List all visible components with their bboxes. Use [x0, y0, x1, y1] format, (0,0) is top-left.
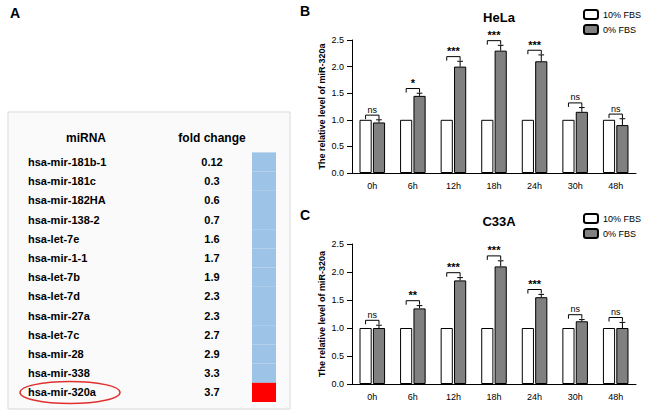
svg-text:B: B	[300, 3, 310, 19]
svg-text:0% FBS: 0% FBS	[603, 229, 636, 239]
svg-text:2.3: 2.3	[204, 290, 219, 302]
svg-text:hsa-mir-1-1: hsa-mir-1-1	[28, 252, 87, 264]
svg-text:ns: ns	[570, 304, 580, 314]
svg-text:hsa-mir-181c: hsa-mir-181c	[28, 175, 96, 187]
svg-text:3.7: 3.7	[204, 386, 219, 398]
svg-text:hsa-mir-338: hsa-mir-338	[28, 367, 90, 379]
svg-text:hsa-mir-138-2: hsa-mir-138-2	[28, 214, 100, 226]
svg-text:fold change: fold change	[178, 131, 246, 145]
svg-text:ns: ns	[368, 105, 378, 115]
svg-text:2.9: 2.9	[204, 348, 219, 360]
svg-text:10% FBS: 10% FBS	[603, 214, 641, 224]
svg-text:2.7: 2.7	[204, 329, 219, 341]
svg-text:hsa-mir-320a: hsa-mir-320a	[28, 386, 97, 398]
svg-text:***: ***	[488, 29, 502, 41]
svg-text:30h: 30h	[568, 181, 583, 191]
svg-text:***: ***	[447, 261, 461, 273]
svg-text:18h: 18h	[486, 181, 501, 191]
svg-text:0.0: 0.0	[331, 168, 344, 178]
svg-text:ns: ns	[611, 104, 621, 114]
svg-text:0h: 0h	[367, 181, 377, 191]
svg-text:1.9: 1.9	[204, 271, 219, 283]
svg-text:6h: 6h	[408, 181, 418, 191]
svg-text:0.7: 0.7	[204, 214, 219, 226]
svg-text:2.0: 2.0	[331, 267, 344, 277]
svg-text:2.5: 2.5	[331, 239, 344, 249]
svg-text:hsa-mir-27a: hsa-mir-27a	[28, 310, 91, 322]
svg-text:18h: 18h	[486, 392, 501, 402]
svg-text:3.3: 3.3	[204, 367, 219, 379]
svg-text:hsa-let-7d: hsa-let-7d	[28, 290, 80, 302]
svg-text:hsa-mir-28: hsa-mir-28	[28, 348, 84, 360]
svg-text:ns: ns	[368, 310, 378, 320]
svg-text:A: A	[10, 5, 20, 21]
svg-text:hsa-mir-182HA: hsa-mir-182HA	[28, 194, 106, 206]
svg-text:The relative level of miR-320a: The relative level of miR-320a	[317, 42, 327, 169]
svg-text:2.3: 2.3	[204, 310, 219, 322]
svg-text:**: **	[409, 289, 418, 301]
svg-text:C33A: C33A	[482, 214, 516, 229]
svg-text:0.5: 0.5	[331, 141, 344, 151]
svg-text:0.6: 0.6	[204, 194, 219, 206]
svg-text:***: ***	[528, 39, 542, 51]
svg-text:ns: ns	[611, 307, 621, 317]
svg-text:1.5: 1.5	[331, 295, 344, 305]
svg-text:1.7: 1.7	[204, 252, 219, 264]
svg-text:48h: 48h	[608, 181, 623, 191]
svg-text:***: ***	[447, 45, 461, 57]
svg-text:2.5: 2.5	[331, 35, 344, 45]
svg-text:24h: 24h	[527, 181, 542, 191]
svg-text:miRNA: miRNA	[66, 131, 106, 145]
svg-text:hsa-let-7e: hsa-let-7e	[28, 233, 79, 245]
svg-text:0h: 0h	[367, 392, 377, 402]
svg-text:1.0: 1.0	[331, 115, 344, 125]
svg-text:12h: 12h	[446, 392, 461, 402]
svg-text:0.0: 0.0	[331, 379, 344, 389]
svg-text:*: *	[411, 77, 416, 89]
svg-text:6h: 6h	[408, 392, 418, 402]
svg-text:1.5: 1.5	[331, 88, 344, 98]
svg-text:***: ***	[528, 278, 542, 290]
svg-text:10% FBS: 10% FBS	[603, 10, 641, 20]
svg-text:0.3: 0.3	[204, 175, 219, 187]
svg-text:1.0: 1.0	[331, 323, 344, 333]
svg-text:2.0: 2.0	[331, 62, 344, 72]
svg-text:hsa-let-7b: hsa-let-7b	[28, 271, 80, 283]
svg-text:HeLa: HeLa	[483, 10, 516, 25]
svg-text:12h: 12h	[446, 181, 461, 191]
svg-text:C: C	[300, 207, 310, 223]
svg-text:hsa-mir-181b-1: hsa-mir-181b-1	[28, 156, 106, 168]
svg-text:The relative level of miR-320a: The relative level of miR-320a	[317, 250, 327, 377]
svg-text:1.6: 1.6	[204, 233, 219, 245]
svg-text:24h: 24h	[527, 392, 542, 402]
svg-text:30h: 30h	[568, 392, 583, 402]
svg-text:0.5: 0.5	[331, 351, 344, 361]
svg-text:hsa-let-7c: hsa-let-7c	[28, 329, 79, 341]
svg-text:48h: 48h	[608, 392, 623, 402]
svg-text:0.12: 0.12	[201, 156, 222, 168]
svg-text:***: ***	[488, 244, 502, 256]
svg-text:ns: ns	[570, 92, 580, 102]
svg-text:0% FBS: 0% FBS	[603, 25, 636, 35]
